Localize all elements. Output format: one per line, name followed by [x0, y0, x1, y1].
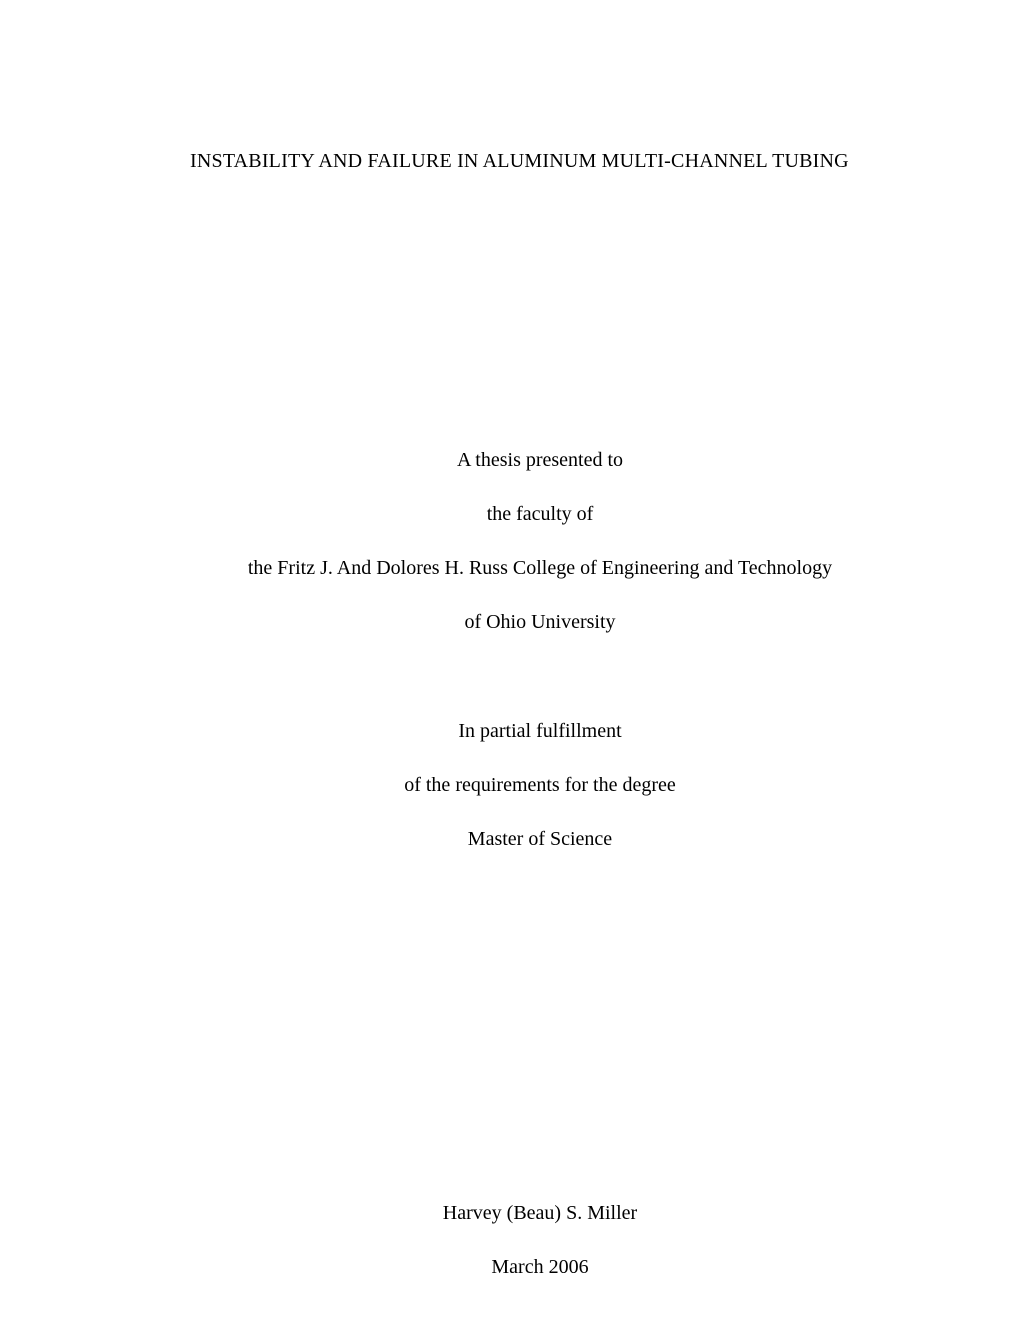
thesis-title: INSTABILITY AND FAILURE IN ALUMINUM MULT…: [190, 150, 890, 173]
degree-line: Master of Science: [190, 827, 890, 851]
document-page: INSTABILITY AND FAILURE IN ALUMINUM MULT…: [0, 0, 1020, 1320]
partial-fulfillment-line: In partial fulfillment: [190, 719, 890, 743]
presented-to-line: A thesis presented to: [190, 448, 890, 472]
faculty-line: the faculty of: [190, 502, 890, 526]
author-name: Harvey (Beau) S. Miller: [190, 1201, 890, 1225]
presentation-block: A thesis presented to the faculty of the…: [190, 448, 890, 634]
requirements-line: of the requirements for the degree: [190, 773, 890, 797]
university-line: of Ohio University: [190, 610, 890, 634]
thesis-date: March 2006: [190, 1255, 890, 1279]
author-date-block: Harvey (Beau) S. Miller March 2006: [190, 1201, 890, 1279]
college-line: the Fritz J. And Dolores H. Russ College…: [190, 556, 890, 580]
fulfillment-block: In partial fulfillment of the requiremen…: [190, 719, 890, 851]
